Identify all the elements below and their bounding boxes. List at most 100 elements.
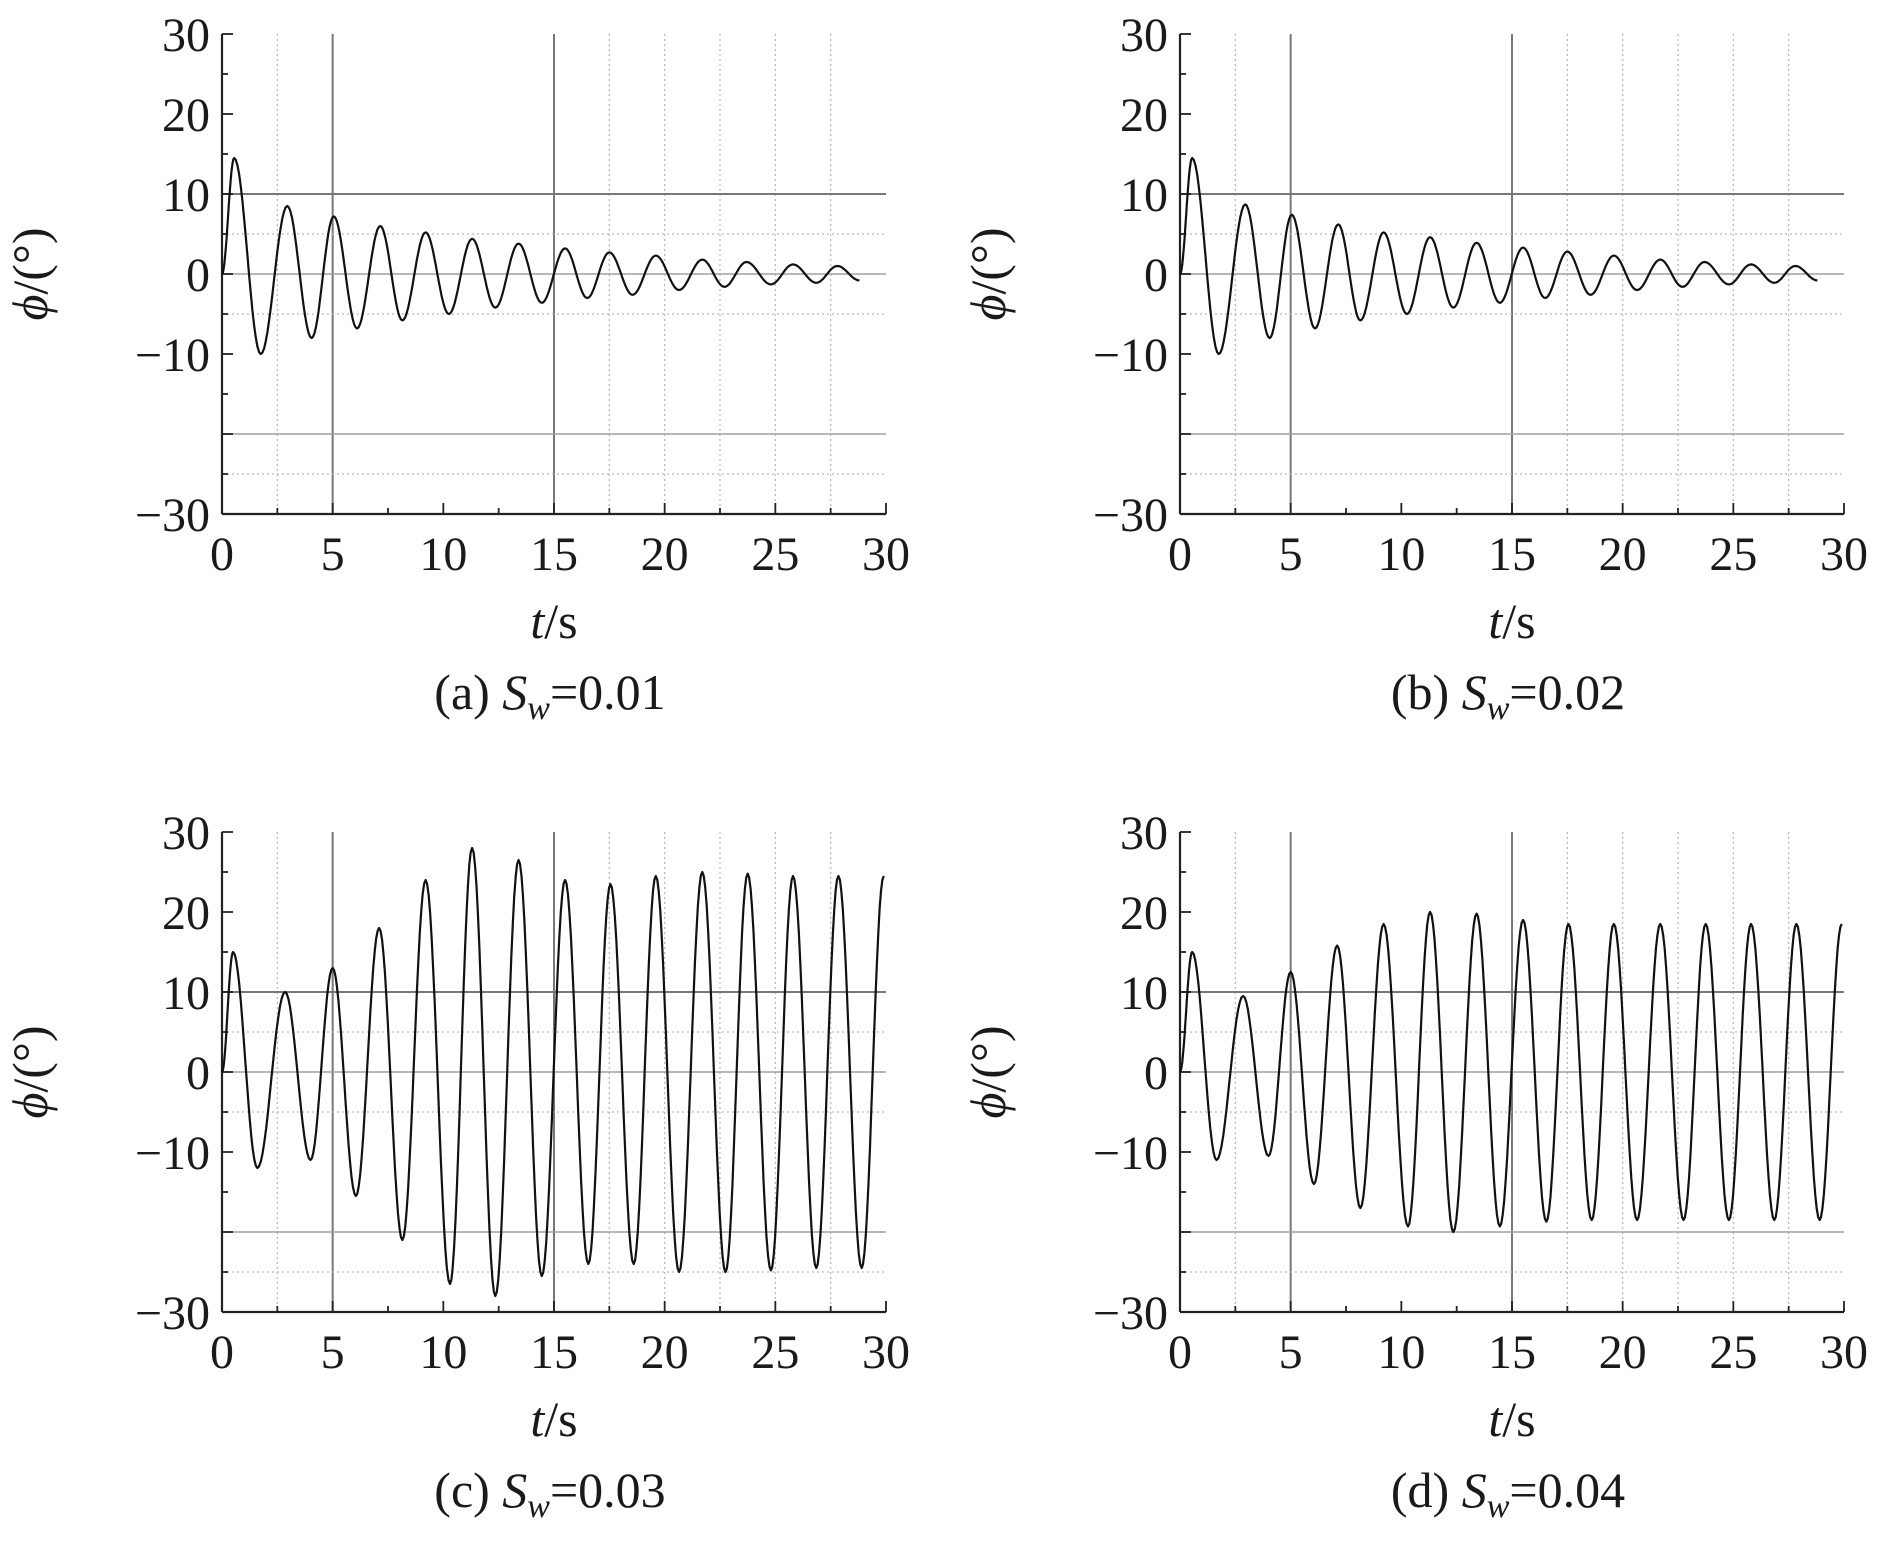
caption-value: =0.02 bbox=[1509, 664, 1625, 720]
y-tick-label: 10 bbox=[162, 169, 210, 222]
x-tick-label: 20 bbox=[641, 528, 689, 581]
x-tick-label: 5 bbox=[321, 528, 345, 581]
y-tick-label: 20 bbox=[162, 887, 210, 940]
x-axis-label-symbol: t bbox=[530, 1391, 545, 1447]
x-axis-label: t/s bbox=[1488, 1391, 1535, 1447]
y-tick-label: −10 bbox=[1093, 329, 1168, 382]
caption-prefix: (a) bbox=[434, 664, 502, 720]
y-tick-label: 20 bbox=[162, 89, 210, 142]
x-tick-label: 0 bbox=[210, 528, 234, 581]
x-axis-label-unit: /s bbox=[544, 593, 577, 649]
caption-symbol: S bbox=[1462, 664, 1487, 720]
y-tick-label: −30 bbox=[135, 489, 210, 542]
x-tick-label: 10 bbox=[419, 1326, 467, 1379]
chart-panel-a: 0 5 10 15 20 25 30 −30 −10 0 10 20 30 t/s ϕ/(°) (a) Sw=… bbox=[2, 9, 910, 727]
y-tick-label: 20 bbox=[1120, 887, 1168, 940]
x-tick-label: 25 bbox=[1709, 528, 1757, 581]
x-tick-label: 30 bbox=[862, 1326, 910, 1379]
caption-value: =0.03 bbox=[550, 1462, 666, 1518]
x-tick-label: 20 bbox=[1599, 1326, 1647, 1379]
x-axis-label-unit: /s bbox=[1502, 593, 1535, 649]
x-tick-label: 20 bbox=[641, 1326, 689, 1379]
caption-value: =0.01 bbox=[550, 664, 666, 720]
y-tick-label: −10 bbox=[135, 329, 210, 382]
y-tick-label: −10 bbox=[1093, 1127, 1168, 1180]
caption-subscript: w bbox=[527, 690, 550, 727]
x-tick-label: 0 bbox=[1168, 1326, 1192, 1379]
chart-panel-c: 0 5 10 15 20 25 30 −30 −10 0 10 20 30 t/s ϕ/(°) (c) Sw=… bbox=[2, 807, 910, 1525]
y-axis-label: ϕ/(°) bbox=[960, 227, 1016, 320]
x-tick-label: 20 bbox=[1599, 528, 1647, 581]
y-tick-label: 0 bbox=[1144, 249, 1168, 302]
caption-symbol: S bbox=[502, 664, 527, 720]
x-tick-label: 25 bbox=[751, 528, 799, 581]
x-tick-label: 10 bbox=[1377, 1326, 1425, 1379]
x-tick-label: 15 bbox=[530, 528, 578, 581]
x-axis-label-symbol: t bbox=[1488, 593, 1503, 649]
x-axis-label: t/s bbox=[530, 593, 577, 649]
y-axis-label-unit: /(°) bbox=[960, 227, 1016, 294]
subplot-caption: (c) Sw=0.03 bbox=[434, 1462, 665, 1525]
y-tick-label: 10 bbox=[1120, 967, 1168, 1020]
y-tick-label: 0 bbox=[186, 249, 210, 302]
caption-subscript: w bbox=[1487, 1488, 1510, 1525]
y-tick-label: 30 bbox=[162, 9, 210, 62]
caption-symbol: S bbox=[1462, 1462, 1487, 1518]
subplot-caption: (a) Sw=0.01 bbox=[434, 664, 665, 727]
x-tick-label: 15 bbox=[530, 1326, 578, 1379]
caption-subscript: w bbox=[527, 1488, 550, 1525]
x-tick-label: 30 bbox=[862, 528, 910, 581]
x-tick-label: 15 bbox=[1488, 528, 1536, 581]
series-line-roll-angle bbox=[221, 156, 860, 356]
y-axis-label: ϕ/(°) bbox=[2, 227, 58, 320]
x-tick-label: 0 bbox=[1168, 528, 1192, 581]
caption-prefix: (b) bbox=[1391, 664, 1462, 720]
x-tick-label: 5 bbox=[1279, 1326, 1303, 1379]
x-tick-label: 15 bbox=[1488, 1326, 1536, 1379]
caption-value: =0.04 bbox=[1509, 1462, 1625, 1518]
x-tick-label: 5 bbox=[321, 1326, 345, 1379]
series-line-roll-angle bbox=[1179, 156, 1818, 356]
x-tick-label: 10 bbox=[1377, 528, 1425, 581]
x-tick-label: 10 bbox=[419, 528, 467, 581]
y-axis-label-unit: /(°) bbox=[2, 227, 58, 294]
x-axis-label-symbol: t bbox=[1488, 1391, 1503, 1447]
subplot-caption: (b) Sw=0.02 bbox=[1391, 664, 1625, 727]
y-tick-label: 30 bbox=[1120, 807, 1168, 860]
x-tick-label: 30 bbox=[1820, 528, 1868, 581]
y-axis-label-symbol: ϕ bbox=[2, 295, 58, 321]
y-tick-label: 30 bbox=[162, 807, 210, 860]
y-tick-label: 10 bbox=[162, 967, 210, 1020]
x-tick-label: 5 bbox=[1279, 528, 1303, 581]
y-axis-label: ϕ/(°) bbox=[960, 1025, 1016, 1118]
subplot-caption: (d) Sw=0.04 bbox=[1391, 1462, 1625, 1525]
y-axis-label-symbol: ϕ bbox=[2, 1093, 58, 1119]
x-tick-label: 25 bbox=[1709, 1326, 1757, 1379]
y-axis-label-symbol: ϕ bbox=[960, 1093, 1016, 1119]
y-tick-label: 30 bbox=[1120, 9, 1168, 62]
y-axis-label-unit: /(°) bbox=[960, 1025, 1016, 1092]
x-axis-label: t/s bbox=[530, 1391, 577, 1447]
y-axis-label-unit: /(°) bbox=[2, 1025, 58, 1092]
x-tick-label: 25 bbox=[751, 1326, 799, 1379]
chart-panel-b: 0 5 10 15 20 25 30 −30 −10 0 10 20 30 t/s ϕ/(°) (b) Sw=… bbox=[960, 9, 1868, 727]
caption-symbol: S bbox=[502, 1462, 527, 1518]
caption-prefix: (d) bbox=[1391, 1462, 1462, 1518]
chart-panel-d: 0 5 10 15 20 25 30 −30 −10 0 10 20 30 t/s ϕ/(°) (d) Sw=… bbox=[960, 807, 1868, 1525]
caption-prefix: (c) bbox=[434, 1462, 502, 1518]
x-axis-label-unit: /s bbox=[544, 1391, 577, 1447]
series-line-roll-angle bbox=[1179, 910, 1843, 1234]
y-tick-label: −30 bbox=[135, 1287, 210, 1340]
x-axis-label-unit: /s bbox=[1502, 1391, 1535, 1447]
y-tick-label: 0 bbox=[186, 1047, 210, 1100]
y-tick-label: 10 bbox=[1120, 169, 1168, 222]
y-axis-label-symbol: ϕ bbox=[960, 295, 1016, 321]
x-tick-label: 30 bbox=[1820, 1326, 1868, 1379]
series-line-roll-angle bbox=[221, 846, 885, 1298]
y-tick-label: 20 bbox=[1120, 89, 1168, 142]
y-tick-label: −30 bbox=[1093, 1287, 1168, 1340]
y-tick-label: −10 bbox=[135, 1127, 210, 1180]
y-axis-label: ϕ/(°) bbox=[2, 1025, 58, 1118]
x-tick-label: 0 bbox=[210, 1326, 234, 1379]
